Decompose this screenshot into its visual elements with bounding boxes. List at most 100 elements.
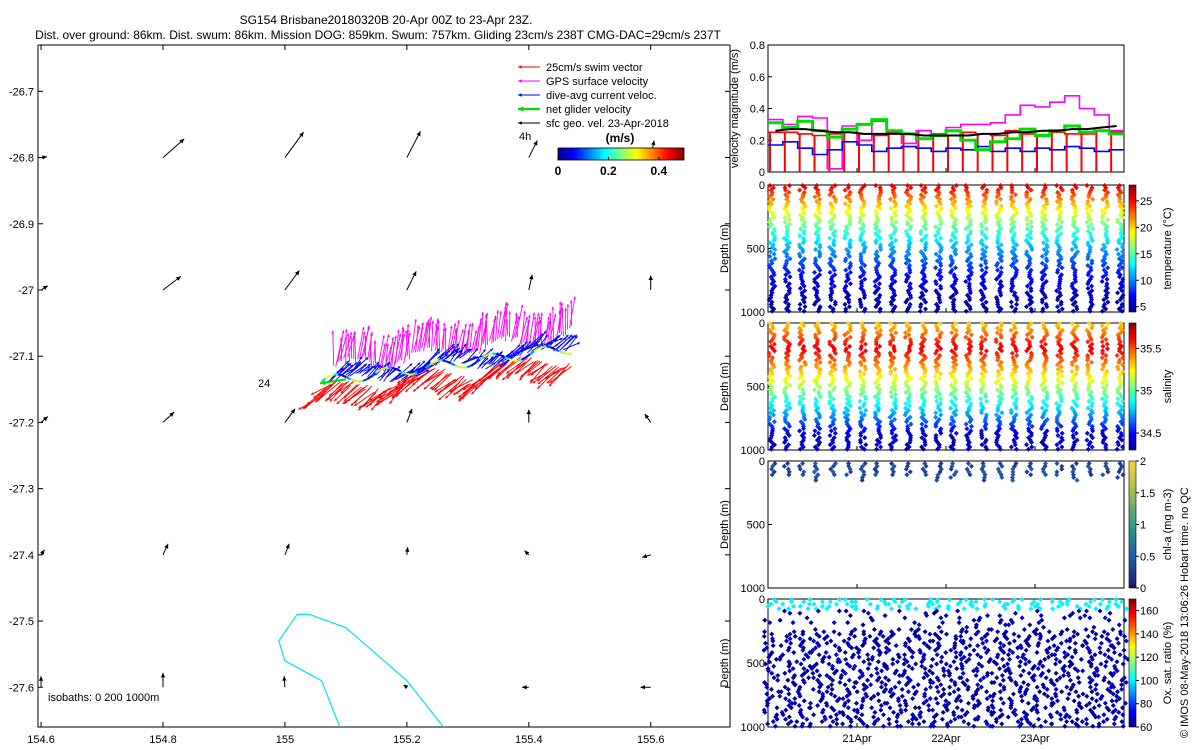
- gps-velocity-vector-head: [532, 312, 536, 316]
- glider-track-segment: [379, 367, 385, 372]
- profile-sample-point: [1119, 350, 1125, 356]
- profile-sample-point: [983, 235, 989, 241]
- profile-sample-point: [1069, 247, 1075, 252]
- dive-avg-current-vector: [457, 343, 467, 359]
- dive-avg-current-vector-head: [463, 343, 466, 347]
- profile-sample-point: [983, 226, 989, 232]
- profile-sample-point: [771, 272, 777, 278]
- profile-sample-point: [889, 217, 895, 223]
- swim-vector: [537, 366, 560, 385]
- profile-sample-point: [843, 279, 849, 284]
- swim-vector-head: [311, 392, 315, 395]
- profile-sample-point: [919, 258, 925, 264]
- profile-sample-point: [948, 405, 954, 411]
- profile-sample-point: [1071, 224, 1077, 230]
- profile-sample-point: [817, 414, 823, 420]
- profile-sample-point: [827, 394, 833, 400]
- profile-sample-point: [846, 362, 852, 368]
- profile-sample-point: [1100, 343, 1106, 349]
- swim-vector: [514, 357, 532, 375]
- swim-vector-head: [445, 395, 449, 399]
- glider-track-segment: [525, 353, 531, 359]
- profile-sample-point: [817, 244, 823, 250]
- profile-sample-point: [1100, 350, 1106, 356]
- profile-sample-point: [858, 226, 864, 232]
- profile-sample-point: [1044, 403, 1050, 409]
- profile-sample-point: [828, 428, 834, 434]
- gps-velocity-vector-head: [442, 322, 446, 326]
- dive-avg-current-vector: [517, 340, 528, 356]
- profile-sample-point: [877, 343, 883, 349]
- profile-sample-point: [906, 403, 912, 409]
- profile-sample-point: [1009, 288, 1015, 294]
- gps-velocity-vector-head: [515, 312, 518, 316]
- panel-y-tick-label: 0: [759, 180, 765, 192]
- profile-sample-point: [1008, 327, 1014, 333]
- profile-sample-point: [802, 304, 808, 310]
- profile-sample-point: [1028, 321, 1034, 326]
- profile-sample-point: [1028, 288, 1034, 294]
- map-y-tick-label: -26.9: [9, 219, 34, 231]
- profile-sample-point: [1013, 258, 1019, 264]
- glider-track-segment: [504, 356, 510, 361]
- profile-sample-point: [845, 407, 851, 413]
- profile-sample-point: [1074, 403, 1080, 409]
- profile-sample-point: [937, 299, 943, 305]
- dive-avg-current-vector-head: [482, 349, 486, 353]
- dive-avg-current-vector-head: [437, 351, 441, 355]
- dive-avg-current-vector-head: [509, 355, 513, 359]
- gps-velocity-vector-head: [364, 335, 367, 339]
- profile-sample-point: [771, 364, 777, 370]
- profile-sample-point: [844, 391, 850, 397]
- profile-sample-point: [1039, 210, 1045, 216]
- profile-sample-point: [816, 308, 822, 314]
- profile-sample-point: [923, 306, 928, 312]
- section-colorbar-tick-label: 34.5: [1140, 428, 1161, 440]
- isobaths-label: isobaths: 0 200 1000m: [48, 692, 159, 704]
- swim-vector: [549, 365, 572, 384]
- profile-sample-point: [797, 253, 803, 259]
- gps-velocity-vector-head: [506, 302, 509, 306]
- profile-sample-point: [797, 401, 803, 406]
- profile-sample-point: [979, 334, 985, 340]
- profile-sample-point: [1024, 283, 1030, 289]
- profile-sample-point: [902, 334, 908, 340]
- swim-vector-head: [315, 399, 319, 403]
- swim-vector-head: [490, 373, 494, 377]
- profile-sample-point: [817, 385, 823, 390]
- swim-vector-head: [520, 374, 524, 378]
- profile-sample-point: [1014, 301, 1020, 307]
- profile-sample-point: [1089, 444, 1095, 450]
- dive-avg-current-vector-head: [485, 357, 489, 361]
- swim-vector-head: [548, 383, 552, 387]
- profile-sample-point: [922, 442, 928, 448]
- section-colorbar-tick-label: 0: [1140, 583, 1146, 595]
- profile-sample-point: [1056, 308, 1062, 314]
- profile-sample-point: [1044, 201, 1050, 207]
- gps-velocity-vector-head: [547, 316, 550, 320]
- profile-sample-point: [938, 201, 943, 207]
- swim-vector-head: [549, 380, 553, 383]
- gps-velocity-vector-head: [401, 326, 405, 330]
- profile-sample-point: [937, 407, 943, 413]
- map-x-tick-label: 155.2: [393, 734, 421, 746]
- profile-sample-point: [800, 396, 806, 402]
- profile-sample-point: [902, 412, 908, 418]
- gps-velocity-vector: [377, 335, 385, 370]
- swim-vector-head: [378, 400, 382, 404]
- profile-sample-point: [963, 421, 969, 427]
- profile-sample-point: [994, 412, 999, 418]
- gps-velocity-vector: [561, 307, 564, 337]
- geo-vector-head: [648, 275, 653, 281]
- profile-sample-point: [889, 394, 895, 400]
- profile-sample-point: [948, 391, 954, 397]
- profile-sample-point: [1013, 405, 1019, 411]
- profile-sample-point: [995, 373, 1001, 379]
- swim-vector-head: [474, 386, 478, 390]
- profile-sample-point: [1085, 256, 1091, 262]
- gps-velocity-vector-head: [551, 306, 555, 310]
- section-colorbar-tick-label: 20: [1140, 222, 1152, 234]
- profile-sample-point: [1115, 366, 1121, 372]
- profile-sample-point: [847, 269, 853, 275]
